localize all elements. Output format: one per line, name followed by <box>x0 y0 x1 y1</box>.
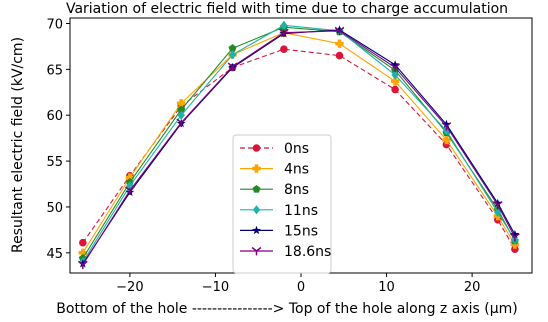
series-18-6ns <box>77 26 520 270</box>
data-point <box>79 238 87 247</box>
data-point <box>511 245 519 253</box>
y-axis-label: Resultant electric field (kV/cm) <box>10 37 26 253</box>
data-point <box>125 173 135 182</box>
series-line <box>82 32 516 254</box>
x-tick-label: 20 <box>464 280 481 295</box>
data-point <box>228 50 237 60</box>
data-point <box>251 246 262 256</box>
data-point <box>334 26 345 36</box>
data-point <box>390 63 400 72</box>
data-point <box>442 135 451 145</box>
data-point <box>492 201 503 210</box>
x-tick-label: 0 <box>297 280 305 295</box>
data-point <box>335 51 344 60</box>
legend-label: 0ns <box>284 141 309 157</box>
y-tick-label: 65 <box>46 63 63 78</box>
chart-title: Variation of electric field with time du… <box>66 1 508 17</box>
y-tick-label: 70 <box>46 18 63 33</box>
y-tick-label: 50 <box>46 201 63 216</box>
legend-item: 18.6ns <box>240 244 331 260</box>
data-point <box>252 144 261 152</box>
data-point <box>390 77 400 86</box>
y-tick-label: 60 <box>46 109 63 124</box>
data-point <box>493 198 503 208</box>
data-point <box>228 44 237 52</box>
data-point <box>177 99 186 108</box>
data-point <box>78 259 88 268</box>
legend-label: 8ns <box>284 182 309 198</box>
data-point <box>177 105 186 114</box>
data-point <box>442 119 451 129</box>
data-point <box>252 225 261 235</box>
legend-label: 18.6ns <box>284 244 331 260</box>
data-point <box>252 205 261 215</box>
x-tick-label: −10 <box>202 280 229 295</box>
data-point <box>176 118 187 127</box>
series-group <box>77 20 520 270</box>
legend-item: 8ns <box>240 182 309 198</box>
legend-item: 15ns <box>240 223 318 239</box>
legend-item: 4ns <box>240 162 309 178</box>
legend: 0ns 4ns 8ns 11ns 15ns 18.6ns <box>232 134 332 274</box>
legend-label: 11ns <box>284 203 318 219</box>
data-point <box>227 62 238 72</box>
y-tick-label: 55 <box>46 155 63 170</box>
data-point <box>252 164 261 173</box>
data-point <box>78 248 88 258</box>
legend-item: 11ns <box>240 203 318 219</box>
legend-item: 0ns <box>240 141 309 157</box>
data-point <box>335 25 344 34</box>
data-point <box>391 85 399 94</box>
legend-label: 15ns <box>284 223 318 239</box>
x-tick-label: 10 <box>378 280 395 295</box>
data-point <box>494 207 502 218</box>
data-point <box>177 110 185 120</box>
data-point <box>125 186 135 195</box>
legend-label: 4ns <box>284 162 309 178</box>
data-point <box>391 70 399 80</box>
series-line <box>82 30 516 266</box>
series-line <box>82 24 516 263</box>
data-point <box>280 20 288 30</box>
data-point <box>252 185 261 193</box>
data-point <box>441 122 452 131</box>
data-point <box>510 229 520 239</box>
data-point <box>279 28 289 38</box>
y-tick-label: 45 <box>46 247 63 262</box>
data-point <box>335 39 344 48</box>
data-point <box>77 260 88 270</box>
x-axis-label: Bottom of the hole ----------------> Top… <box>56 301 517 317</box>
series-line <box>82 48 516 250</box>
data-point <box>280 45 288 53</box>
data-point <box>510 233 520 242</box>
data-point <box>390 60 400 69</box>
x-tick-label: −20 <box>116 280 143 295</box>
